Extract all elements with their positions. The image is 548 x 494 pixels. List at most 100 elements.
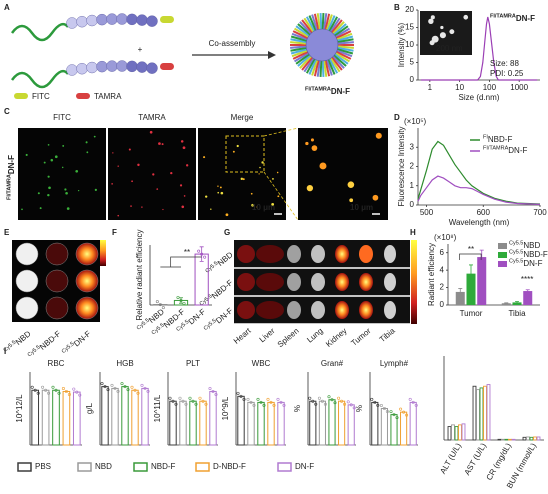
data-point [282,403,286,407]
tem-particle [430,15,435,20]
scale-bar-label: 10 μm [350,203,373,212]
fluorescent-dot [256,206,258,208]
bar [497,438,502,441]
significance-bracket [160,256,202,268]
data-point [133,388,137,392]
organ-row-label: Cy5.5DN-F [203,306,235,335]
organ [256,273,284,291]
data-point [176,295,180,299]
bar [400,411,408,446]
peptide-bead [126,13,138,26]
product-label: FI/TAMRADN-F [305,87,350,96]
data-point [130,385,134,389]
particle-spike [313,13,320,32]
data-point [161,306,165,310]
legend-label: PBS [35,462,51,471]
particle-spike [290,47,309,55]
y-tick-label: 10 [405,40,414,49]
product-label-main: DN-F [331,87,350,96]
organ [335,245,349,263]
data-point [269,400,273,404]
fluorescent-dot [47,175,50,178]
data-point [41,385,45,389]
data-point [349,403,353,407]
particle-spike [319,58,323,78]
particle-spike [329,19,343,35]
data-point [113,386,117,390]
data-point [33,388,37,392]
fluorescent-dot [210,208,212,210]
data-point [279,400,283,404]
particle-spike [322,13,328,32]
particle-spike [290,38,309,44]
organ [311,245,325,263]
fluorescent-dot [65,191,68,195]
data-point [171,399,175,403]
fluorescent-dot [161,143,164,146]
data-point [259,400,263,404]
scale-bar-label: 10 μm [252,203,275,212]
bar [169,400,177,446]
bar [501,303,511,305]
y-tick-label: 15 [405,23,414,32]
data-point [30,385,34,389]
bar [483,385,487,441]
particle-spike [290,41,309,45]
y-tick-label: 4 [440,265,445,274]
chart-annotation-main: DN-F [516,14,535,23]
peptide-bead [106,13,118,25]
particle-spike [308,15,318,33]
data-point [178,396,182,400]
organ-row-label-main: NBD-F [210,278,235,301]
y-axis-label: g/L [85,402,94,414]
peptide-bead [126,60,138,73]
legend-label: Cy5.5DN-F [509,259,543,268]
data-point [36,391,40,395]
axis-unit: (×10⁵) [404,117,427,126]
data-point [201,399,205,403]
particle-spike [325,58,333,76]
tem-particle [449,29,455,35]
legend-label-main: DN-F [508,146,527,155]
legend-swatch [277,462,292,472]
bar [526,436,530,441]
organ-row-label: Cy5.5NBD [205,250,235,277]
peptide-bead [96,13,108,26]
plate-well [45,296,69,320]
organ [335,301,349,319]
fluorescent-dot [152,173,155,176]
particle-spike [319,12,323,32]
peptide-bead [146,15,158,27]
particle-spike [327,56,339,74]
particle-spike [333,27,350,39]
fluorescent-dot [47,143,50,146]
data-point [208,386,212,390]
fluorescent-dot [131,180,133,183]
bar [501,438,505,441]
data-point [242,397,246,401]
data-point [405,413,409,417]
data-point [308,396,312,400]
data-point [256,397,260,401]
fluorescent-dot [271,202,275,206]
legend-label-prefix: Cy5.5 [509,259,523,265]
particle-spike [308,57,318,75]
data-point [51,385,55,389]
particle-spike [325,14,333,32]
fluorescent-dot [162,208,164,211]
data-point [346,400,350,404]
particle-spike [332,25,349,38]
y-tick-label: 2 [440,283,445,292]
bar [237,395,245,446]
legend-label-prefix: Cy5.5 [509,250,523,256]
particle-spike [324,13,331,32]
bar [461,423,466,441]
y-tick-label: 0 [410,200,415,209]
fluorescent-dot [111,183,113,185]
legend-label: FITC [32,92,50,101]
legend-label-prefix: FI [483,135,488,141]
x-tick-label: Tibia [508,309,526,318]
bar [472,385,477,441]
x-axis-label: Wavelength (nm) [449,218,510,227]
data-point [320,399,324,403]
